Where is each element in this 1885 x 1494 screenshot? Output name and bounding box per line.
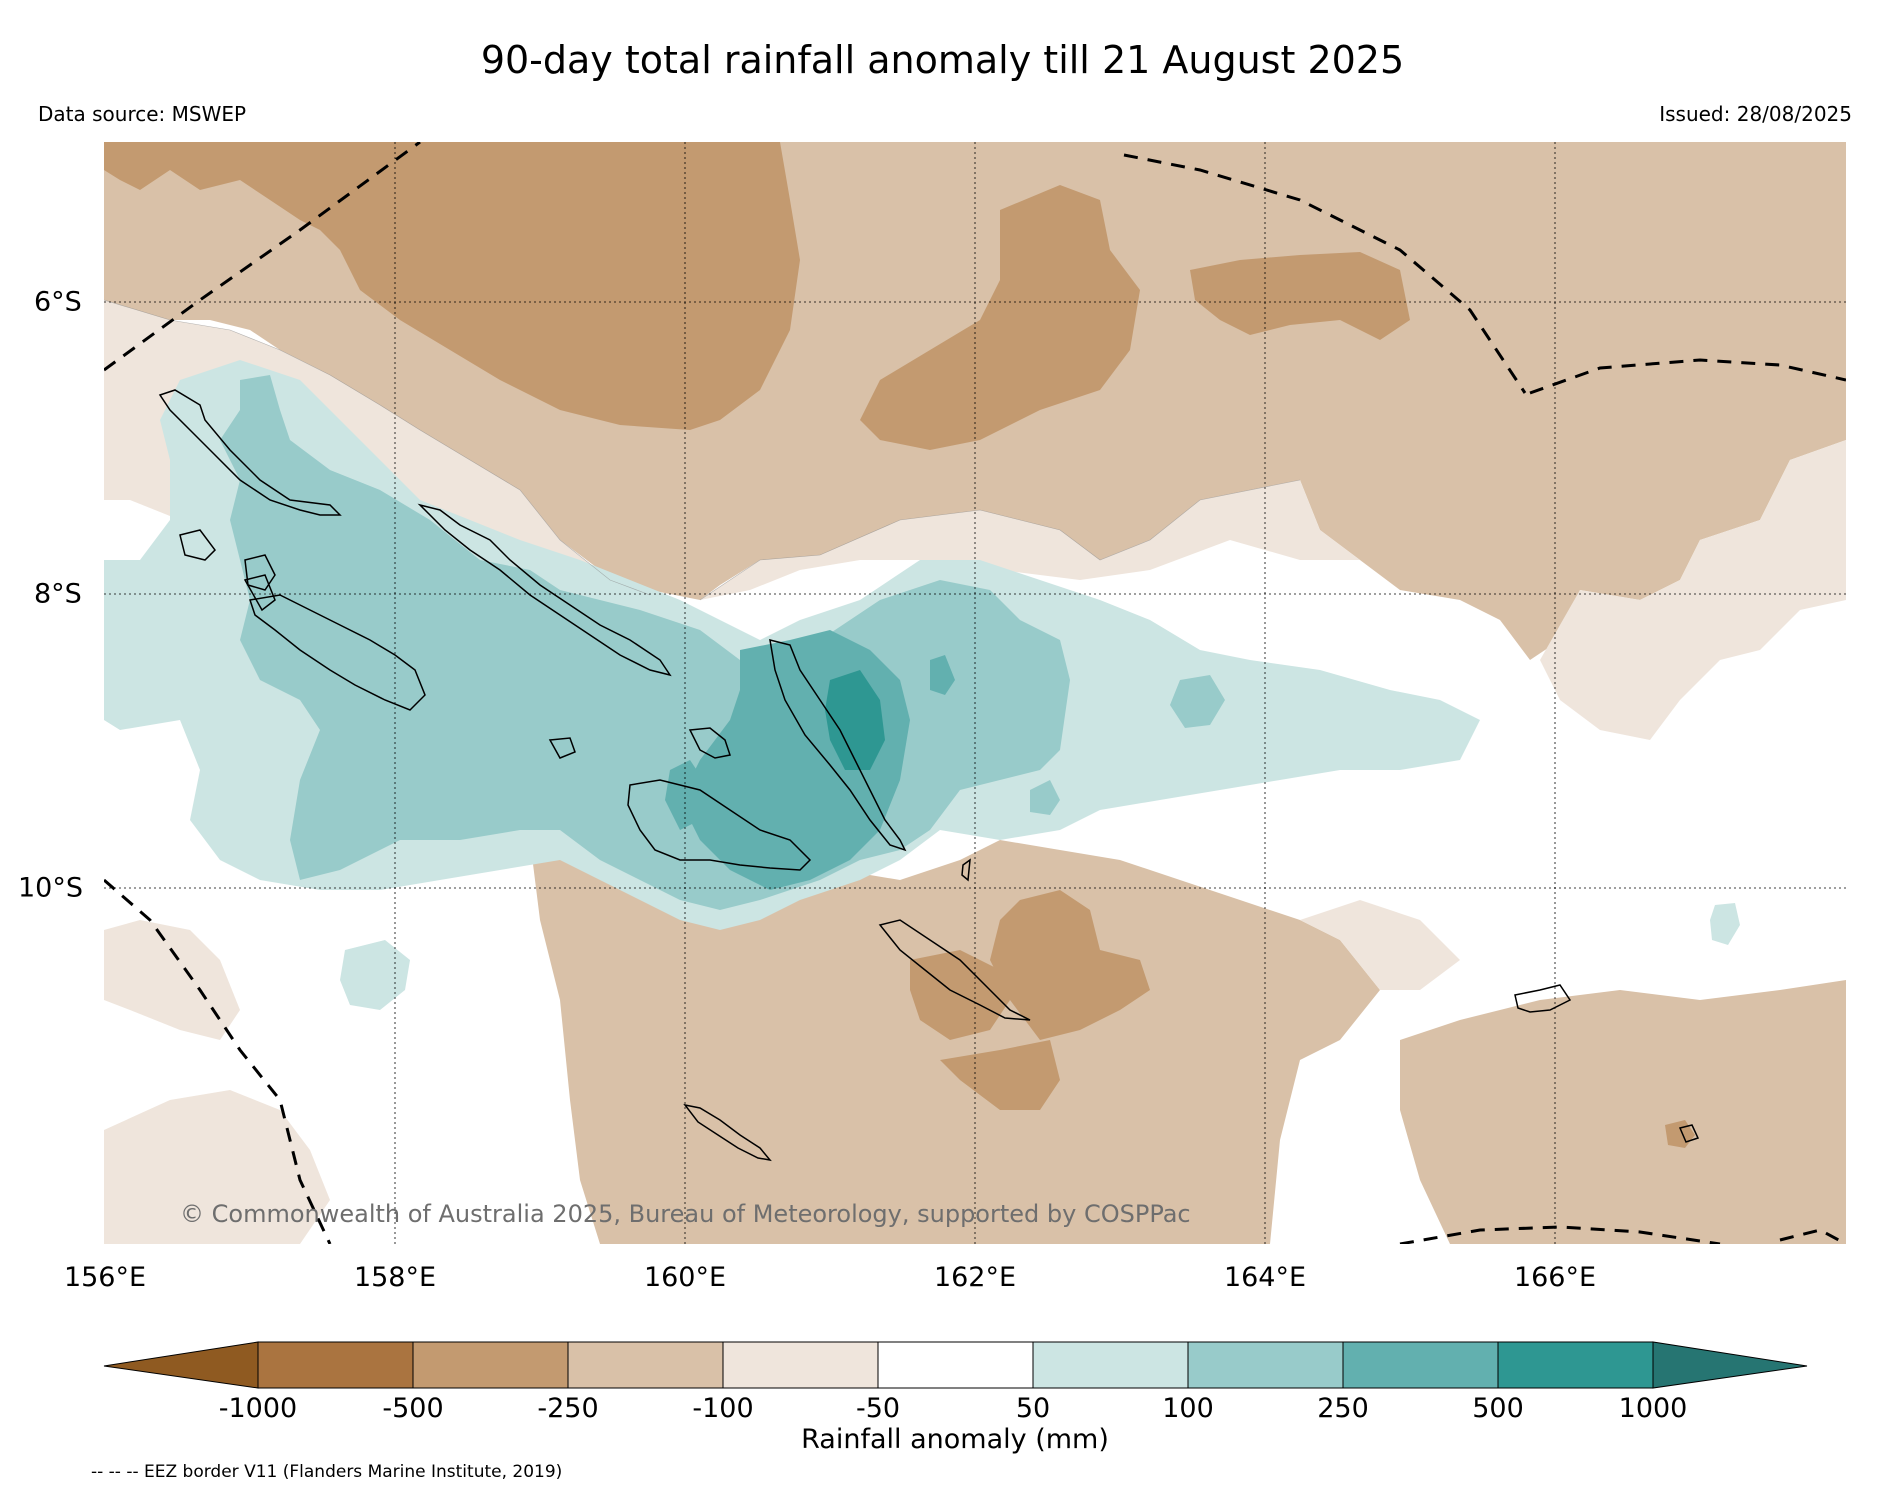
colorbar-swatch bbox=[1497, 1341, 1654, 1389]
colorbar bbox=[103, 1341, 1808, 1389]
colorbar-swatch bbox=[877, 1341, 1034, 1389]
guadalcanal-coast bbox=[627, 779, 812, 871]
colorbar-tick-label: 250 bbox=[1317, 1393, 1369, 1424]
anomaly-contours bbox=[104, 142, 1846, 1244]
south-dry-patch bbox=[990, 890, 1150, 1040]
wet-region bbox=[1385, 712, 1425, 755]
colorbar-tick-label: -1000 bbox=[218, 1393, 298, 1424]
gridlines bbox=[104, 142, 1846, 1244]
longitude-label: 156°E bbox=[63, 1262, 147, 1293]
longitude-label: 160°E bbox=[643, 1262, 727, 1293]
choiseul-coast bbox=[417, 503, 672, 677]
shortland-coast bbox=[179, 529, 216, 561]
colorbar-tick-label: 50 bbox=[1015, 1393, 1051, 1424]
wet-region-moderate bbox=[1170, 675, 1225, 728]
colorbar-tick-label: -250 bbox=[537, 1393, 599, 1424]
north-dry-patch bbox=[1190, 252, 1410, 340]
dry-fringe bbox=[104, 1090, 330, 1244]
colorbar-tick-label: -100 bbox=[692, 1393, 754, 1424]
dry-fringe bbox=[1540, 440, 1846, 740]
wet-region bbox=[1710, 903, 1740, 945]
eez-border bbox=[104, 142, 421, 372]
colorbar-tick-label: -500 bbox=[382, 1393, 444, 1424]
longitude-label: 164°E bbox=[1223, 1262, 1307, 1293]
latitude-label: 6°S bbox=[34, 286, 82, 318]
colorbar-swatch bbox=[257, 1341, 414, 1389]
wet-region bbox=[340, 940, 410, 1010]
colorbar-title: Rainfall anomaly (mm) bbox=[801, 1424, 1109, 1455]
north-dry-patch bbox=[104, 142, 800, 430]
santa-cruz-coast bbox=[1514, 984, 1572, 1013]
colorbar-tick-label: 1000 bbox=[1618, 1393, 1688, 1424]
colorbar-swatch bbox=[412, 1341, 569, 1389]
dry-fringe bbox=[104, 920, 240, 1040]
longitude-label: 162°E bbox=[933, 1262, 1017, 1293]
colorbar-tick-label: 500 bbox=[1472, 1393, 1524, 1424]
colorbar-swatch bbox=[103, 1341, 259, 1389]
wet-region-moderate bbox=[1030, 780, 1060, 815]
wet-region-strong bbox=[665, 760, 710, 830]
treasury-coast bbox=[243, 574, 276, 612]
santa-isabel-coast bbox=[769, 638, 907, 852]
new-georgia-coast bbox=[249, 594, 426, 711]
colorbar-tick-label: -50 bbox=[855, 1393, 901, 1424]
coastlines bbox=[158, 389, 1700, 1162]
longitude-label: 166°E bbox=[1513, 1262, 1597, 1293]
dry-fringe bbox=[1300, 900, 1460, 990]
colorbar-swatch bbox=[1652, 1341, 1808, 1389]
north-dry-patch bbox=[860, 185, 1140, 450]
south-dry-patch bbox=[940, 1040, 1060, 1110]
vella-lavella-coast bbox=[244, 554, 276, 591]
colorbar-swatch bbox=[1342, 1341, 1499, 1389]
eez-borders bbox=[104, 142, 1846, 1244]
eez-border bbox=[104, 878, 332, 1244]
issued-date-label: Issued: 28/08/2025 bbox=[1659, 102, 1852, 126]
eez-border bbox=[1779, 1228, 1846, 1244]
rennell-coast bbox=[961, 858, 971, 882]
malaita-coast bbox=[878, 919, 1031, 1021]
russell-islands-coast bbox=[548, 737, 576, 759]
map-title: 90-day total rainfall anomaly till 21 Au… bbox=[480, 38, 1405, 82]
eez-border bbox=[1399, 1225, 1721, 1244]
colorbar-swatch bbox=[1187, 1341, 1344, 1389]
wet-region-strong bbox=[930, 655, 955, 695]
latitude-label: 10°S bbox=[18, 872, 83, 904]
colorbar-swatch bbox=[567, 1341, 724, 1389]
latitude-label: 8°S bbox=[34, 578, 82, 610]
eez-legend-note: -- -- -- EEZ border V11 (Flanders Marine… bbox=[91, 1462, 563, 1482]
wet-region-very-strong bbox=[825, 670, 885, 770]
tikopia-coast bbox=[1678, 1124, 1700, 1143]
longitude-label: 158°E bbox=[353, 1262, 437, 1293]
south-dry-region bbox=[1400, 980, 1846, 1244]
copyright-notice: © Commonwealth of Australia 2025, Bureau… bbox=[180, 1200, 1191, 1228]
colorbar-tick-label: 100 bbox=[1162, 1393, 1214, 1424]
bougainville-coast bbox=[158, 389, 342, 516]
florida-islands-coast bbox=[688, 727, 731, 759]
contour-lines bbox=[104, 299, 1301, 601]
makira-coast bbox=[683, 1103, 772, 1162]
colorbar-swatch bbox=[722, 1341, 879, 1389]
dry-fringe bbox=[700, 480, 1360, 600]
colorbar-swatch bbox=[1032, 1341, 1189, 1389]
data-source-label: Data source: MSWEP bbox=[38, 102, 247, 126]
eez-border bbox=[1529, 358, 1846, 395]
